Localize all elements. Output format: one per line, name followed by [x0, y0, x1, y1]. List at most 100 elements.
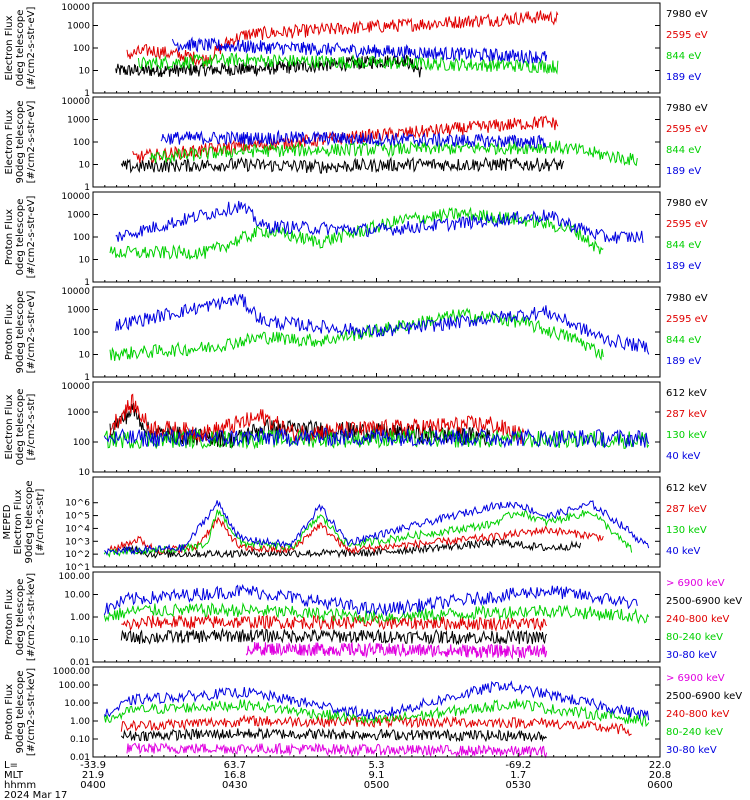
x-tick-label-mlt: 9.1 [369, 770, 385, 781]
x-tick-label-L: 63.7 [224, 760, 246, 771]
x-tick-label-time: 0600 [647, 780, 672, 791]
series-trace-2-4 [160, 129, 547, 149]
y-axis-label: 90deg telescope [15, 290, 26, 373]
legend-entry: 612 keV [666, 483, 707, 494]
y-tick-label: 10000 [61, 382, 90, 392]
y-tick-label: 1000 [67, 22, 90, 32]
series-trace-6-2 [109, 516, 604, 555]
y-tick-label: 10^2 [65, 550, 90, 560]
y-tick-label: 10.00 [64, 699, 90, 709]
panel-frame-3 [92, 191, 661, 283]
y-tick-label: 0.10 [70, 735, 90, 745]
y-tick-label: 10^1 [65, 563, 90, 573]
y-axis-label: Electron Flux [4, 109, 15, 174]
date-label: 2024 Mar 17 [4, 790, 67, 800]
series-trace-8-1 [126, 742, 548, 759]
x-tick-label-time: 0430 [222, 780, 247, 791]
legend-entry: 287 keV [666, 409, 707, 420]
y-axis-label: [#/cm2-s-str] [26, 393, 37, 460]
y-tick-label: 1 [84, 183, 90, 193]
y-tick-label: 100 [73, 438, 90, 448]
series-trace-7-5 [103, 583, 638, 616]
y-tick-label: 10^3 [65, 537, 90, 547]
y-tick-label: 1000 [67, 211, 90, 221]
y-tick-label: 100.00 [59, 681, 91, 691]
y-axis-label: [#/cm2-s-str-keV] [26, 573, 37, 661]
y-tick-label: 10000 [61, 287, 90, 297]
legend-entry: 844 eV [666, 51, 701, 62]
legend-entry: 287 keV [666, 504, 707, 515]
x-tick-label-mlt: 1.7 [510, 770, 526, 781]
y-tick-label: 10000 [61, 3, 90, 13]
legend-entry: > 6900 keV [666, 673, 725, 684]
series-trace-6-3 [103, 509, 633, 558]
y-axis-label: 90deg telescope [24, 480, 35, 563]
x-tick-label-L: -33.9 [80, 760, 106, 771]
legend-entry: 2500-6900 keV [666, 596, 742, 607]
legend-entry: 612 keV [666, 388, 707, 399]
y-tick-label: 1.00 [70, 613, 90, 623]
y-tick-label: 1 [84, 278, 90, 288]
legend-entry: 130 keV [666, 525, 707, 536]
y-axis-label: Proton Flux [4, 684, 15, 740]
series-trace-4-3 [109, 307, 604, 361]
x-tick-label-L: 22.0 [649, 760, 671, 771]
legend-entry: 189 eV [666, 166, 701, 177]
y-tick-label: 10^4 [65, 524, 90, 534]
y-axis-label: Proton Flux [4, 304, 15, 360]
x-tick-label-time: 0530 [506, 780, 531, 791]
x-tick-label-time: 0500 [364, 780, 389, 791]
x-row-label: hhmm [4, 780, 36, 791]
legend-entry: 80-240 keV [666, 727, 723, 738]
series-trace-8-4 [103, 698, 650, 728]
series-trace-2-1 [120, 156, 565, 174]
legend-entry: 2500-6900 keV [666, 691, 742, 702]
y-tick-label: 100 [73, 138, 90, 148]
legend-entry: 844 eV [666, 335, 701, 346]
series-trace-2-3 [149, 140, 638, 167]
legend-entry: 189 eV [666, 72, 701, 83]
y-tick-label: 10 [79, 256, 91, 266]
x-tick-label-mlt: 21.9 [82, 770, 104, 781]
y-axis-label: [#/cm2-s-str-eV] [26, 196, 37, 279]
series-trace-3-3 [109, 206, 604, 260]
y-tick-label: 0.01 [70, 753, 90, 763]
legend-entry: 7980 eV [666, 198, 708, 209]
legend-entry: 240-800 keV [666, 709, 730, 720]
y-tick-label: 10000 [61, 97, 90, 107]
y-tick-label: 10000 [61, 192, 90, 202]
series-trace-8-5 [103, 680, 650, 721]
legend-entry: 30-80 keV [666, 745, 717, 756]
series-trace-5-4 [103, 427, 650, 449]
y-axis-label: MEPED [2, 504, 13, 539]
legend-entry: 40 keV [666, 546, 700, 557]
series-trace-5-2 [109, 393, 525, 444]
x-row-label: L= [4, 760, 18, 771]
y-axis-label: [#/cm2-s-str-eV] [26, 291, 37, 374]
y-tick-label: 10^5 [65, 512, 90, 522]
x-tick-label-L: 5.3 [369, 760, 385, 771]
y-tick-label: 100 [73, 233, 90, 243]
y-tick-label: 0.01 [70, 658, 90, 668]
y-axis-label: Proton Flux [4, 209, 15, 265]
series-trace-1-3 [137, 52, 559, 75]
y-axis-label: 90deg telescope [15, 100, 26, 183]
y-tick-label: 1 [84, 373, 90, 383]
legend-entry: 2595 eV [666, 30, 708, 41]
series-trace-7-1 [245, 641, 548, 660]
y-tick-label: 0.10 [70, 636, 90, 646]
series-trace-6-4 [103, 500, 650, 556]
y-tick-label: 1000.00 [53, 667, 90, 677]
y-axis-label: [#/cm2-s-str-eV] [26, 101, 37, 184]
legend-entry: 844 eV [666, 145, 701, 156]
y-axis-label: [#/cm2-s-str] [35, 488, 46, 555]
legend-entry: 2595 eV [666, 314, 708, 325]
legend-entry: 2595 eV [666, 124, 708, 135]
legend-entry: 2595 eV [666, 219, 708, 230]
series-trace-4-4 [115, 293, 650, 355]
series-trace-8-3 [120, 714, 632, 737]
x-tick-label-L: -69.2 [505, 760, 531, 771]
y-tick-label: 100.00 [59, 572, 91, 582]
legend-entry: 130 keV [666, 430, 707, 441]
y-tick-label: 10^6 [65, 499, 90, 509]
